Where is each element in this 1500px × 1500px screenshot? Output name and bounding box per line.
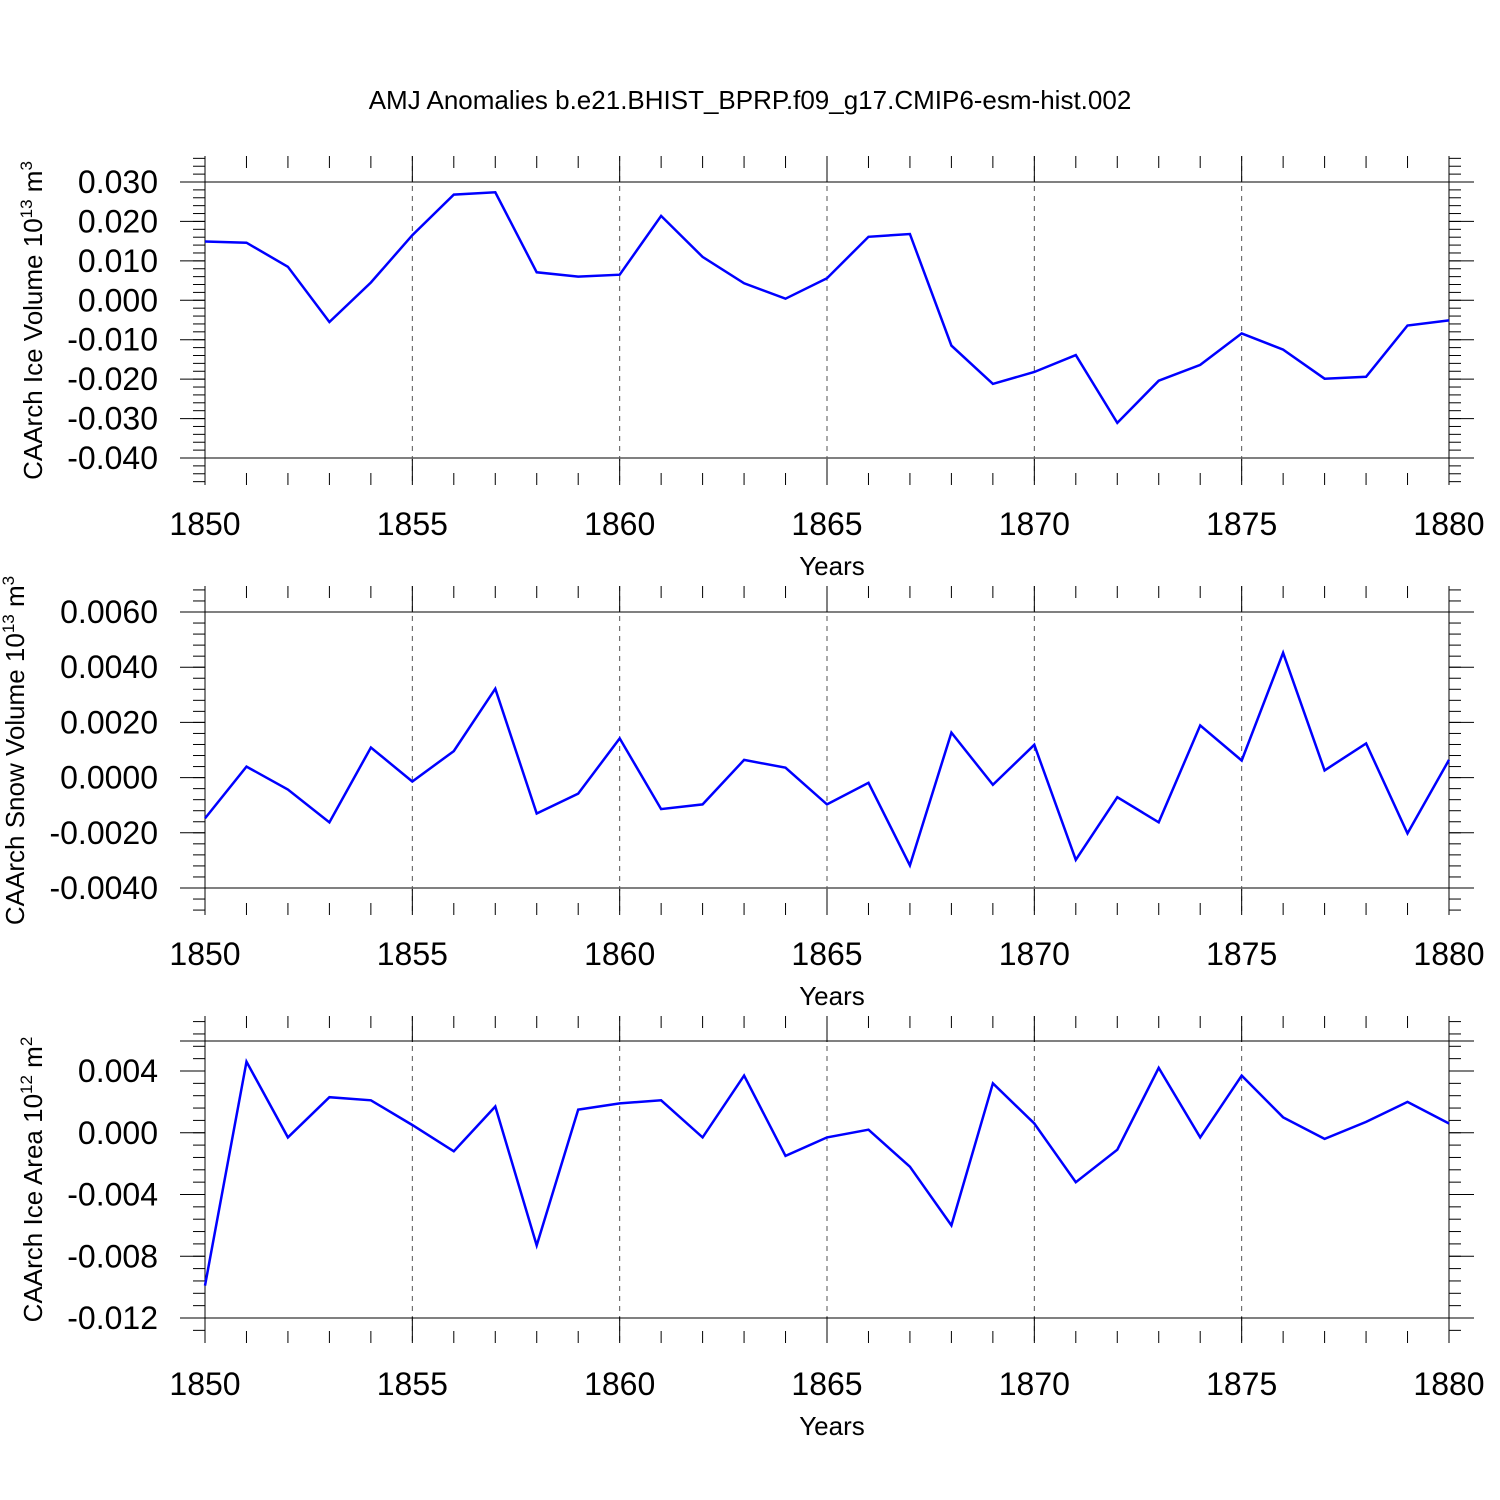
x-tick-label: 1860 [584,936,655,972]
x-tick-label: 1875 [1206,1366,1277,1402]
y-axis-title: CAArch Snow Volume 1013 m3 [0,576,30,925]
y-tick-label: -0.0040 [49,870,158,906]
y-tick-label: 0.0040 [60,649,158,685]
x-axis-title: Years [799,1411,865,1441]
x-tick-label: 1880 [1413,1366,1484,1402]
y-tick-label: -0.012 [67,1300,158,1336]
x-tick-label: 1875 [1206,506,1277,542]
x-axis-title: Years [799,981,865,1011]
y-tick-label: -0.0020 [49,815,158,851]
x-tick-label: 1860 [584,1366,655,1402]
x-axis-title: Years [799,551,865,581]
x-tick-label: 1880 [1413,506,1484,542]
panels-group: -0.040-0.030-0.020-0.0100.0000.0100.0200… [0,156,1485,1441]
y-tick-label: 0.000 [78,282,158,318]
y-tick-label: -0.020 [67,361,158,397]
y-tick-label: -0.010 [67,322,158,358]
y-tick-label: 0.0020 [60,704,158,740]
x-tick-label: 1870 [999,936,1070,972]
y-tick-label: 0.000 [78,1115,158,1151]
y-tick-label: 0.004 [78,1053,158,1089]
x-tick-label: 1865 [791,936,862,972]
y-tick-label: 0.030 [78,164,158,200]
y-tick-label: 0.010 [78,243,158,279]
x-tick-label: 1865 [791,1366,862,1402]
panel-3: -0.012 -0.008 -0.004 0.000 0.004 1850 1855 1860… [17,1016,1485,1441]
y-tick-label: -0.040 [67,440,158,476]
y-tick-label: -0.008 [67,1238,158,1274]
x-tick-label: 1880 [1413,936,1484,972]
x-tick-label: 1865 [791,506,862,542]
x-tick-label: 1850 [169,506,240,542]
x-tick-label: 1875 [1206,936,1277,972]
y-tick-label: 0.0000 [60,760,158,796]
y-axis-title: CAArch Ice Volume 1013 m3 [17,161,48,480]
y-tick-label: -0.004 [67,1177,158,1213]
panel-1: -0.040-0.030 -0.020-0.010 0.0000.010 0.0200… [17,156,1485,581]
x-tick-label: 1855 [377,936,448,972]
y-tick-label: 0.020 [78,203,158,239]
y-tick-label: -0.030 [67,401,158,437]
x-tick-label: 1855 [377,1366,448,1402]
chart-title: AMJ Anomalies b.e21.BHIST_BPRP.f09_g17.C… [369,85,1132,115]
y-tick-label: 0.0060 [60,594,158,630]
panel-2: -0.0040 -0.0020 0.0000 0.0020 0.0040 0.0060 18… [0,576,1485,1011]
series-line [203,1058,1450,1286]
y-axis-title: CAArch Ice Area 1012 m2 [17,1037,48,1323]
series-line [204,649,1451,869]
x-tick-label: 1850 [169,936,240,972]
x-tick-label: 1860 [584,506,655,542]
x-tick-label: 1855 [377,506,448,542]
x-tick-label: 1850 [169,1366,240,1402]
x-tick-label: 1870 [999,1366,1070,1402]
x-tick-label: 1870 [999,506,1070,542]
